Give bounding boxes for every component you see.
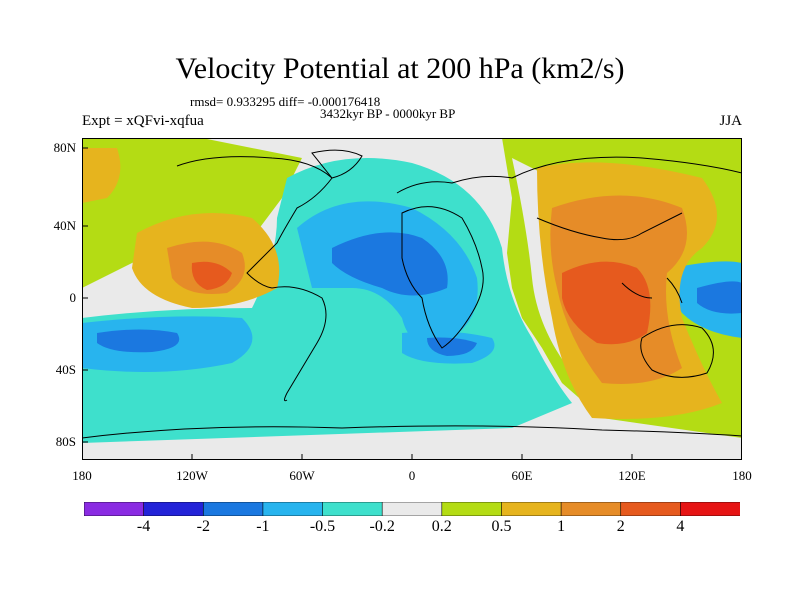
experiment-label: Expt = xQFvi-xqfua xyxy=(82,113,204,129)
colorbar-tick-label: -0.5 xyxy=(309,518,336,535)
lat-label-0: 0 xyxy=(69,290,77,305)
field-redorange-eastpac xyxy=(191,261,232,290)
lat-label-80n: 80N xyxy=(53,140,76,155)
lon-label-0: 0 xyxy=(408,468,416,483)
field-strongblue-atlantic xyxy=(332,232,448,296)
colorbar-tick-label: 4 xyxy=(676,518,685,535)
colorbar-swatch xyxy=(441,502,503,516)
colorbar-tick-label: 2 xyxy=(616,518,625,535)
lat-label-40n: 40N xyxy=(53,218,76,233)
stats-line: rmsd= 0.933295 diff= -0.000176418 xyxy=(190,94,381,109)
colorbar-tick-label: -4 xyxy=(136,518,151,535)
outline-australia xyxy=(640,324,714,378)
colorbar-tick-label: 0.2 xyxy=(431,518,452,535)
lon-label-180w: 180 xyxy=(72,468,92,483)
outline-europe xyxy=(396,175,513,194)
outline-eurasia xyxy=(511,156,742,241)
field-amber-northpac xyxy=(82,148,121,203)
colorbar-tick-label: -2 xyxy=(196,518,210,535)
colorbar-swatch xyxy=(680,502,740,516)
lon-label-120e: 120E xyxy=(618,468,646,483)
field-redorange-asia xyxy=(562,261,651,345)
outline-sea-asia xyxy=(621,277,683,304)
colorbar-swatch xyxy=(381,502,443,516)
period-label: 3432kyr BP - 0000kyr BP xyxy=(320,106,456,121)
lon-label-60w: 60W xyxy=(289,468,315,483)
colorbar-swatch xyxy=(202,502,264,516)
colorbar xyxy=(84,502,740,516)
field-teal xyxy=(82,158,572,443)
colorbar-swatch xyxy=(84,502,145,516)
field-strongblue-pacific xyxy=(97,329,180,353)
velocity-potential-map xyxy=(82,138,742,460)
lon-label-120w: 120W xyxy=(176,468,208,483)
map-title: Velocity Potential at 200 hPa (km2/s) xyxy=(175,52,625,85)
colorbar-tick-label: -0.2 xyxy=(369,518,395,535)
lon-label-60e: 60E xyxy=(511,468,533,483)
outline-south-america xyxy=(271,286,327,402)
lat-label-80s: 80S xyxy=(55,434,76,449)
colorbar-tick-label: 1 xyxy=(557,518,566,535)
colorbar-swatch xyxy=(560,502,622,516)
outline-africa xyxy=(401,206,484,349)
field-strongblue-southatl xyxy=(427,337,477,356)
season-label: JJA xyxy=(719,113,742,129)
colorbar-swatch xyxy=(501,502,562,516)
outline-antarctica xyxy=(82,425,742,439)
lon-label-180e: 180 xyxy=(732,468,752,483)
colorbar-swatch xyxy=(262,502,324,516)
lat-label-40s: 40S xyxy=(55,362,76,377)
outline-greenland xyxy=(311,149,363,179)
outline-north-america xyxy=(176,156,333,289)
colorbar-tick-label: -1 xyxy=(256,518,270,535)
colorbar-swatch xyxy=(322,502,383,516)
colorbar-tick-label: 0.5 xyxy=(491,518,512,535)
field-strongblue-westpac xyxy=(697,281,742,314)
colorbar-swatch xyxy=(620,502,682,516)
colorbar-swatch xyxy=(143,502,205,516)
